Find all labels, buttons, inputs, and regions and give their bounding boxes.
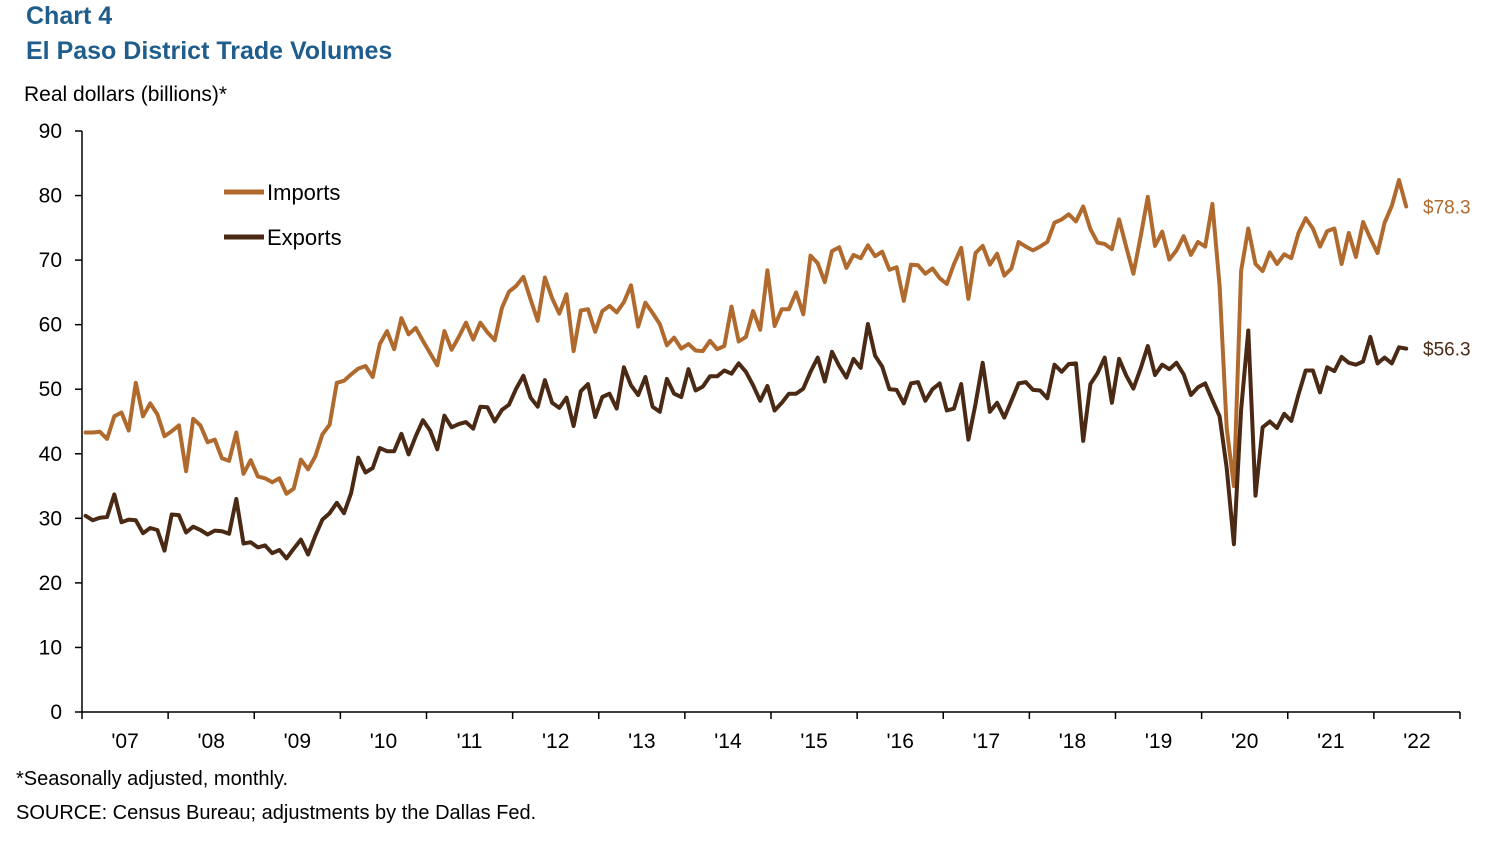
end-value-label-exports: $56.3 (1423, 340, 1471, 361)
chart-number: Chart 4 (26, 2, 113, 30)
x-tick-label: '08 (198, 730, 225, 753)
footnote: *Seasonally adjusted, monthly. (16, 768, 289, 790)
chart-title: El Paso District Trade Volumes (26, 37, 393, 65)
end-labels: $78.3 $56.3 (1423, 198, 1471, 361)
x-axis: '07 '08 '09 '10 '11 '12 '13 '14 '15 '16 '17 '18 '19 '… (81, 711, 1461, 753)
y-axis-unit-label: Real dollars (billions)* (24, 83, 228, 106)
y-tick-label: 0 (50, 701, 62, 724)
y-tick-label: 20 (39, 572, 62, 595)
y-tick-label: 10 (39, 636, 62, 659)
x-tick-label: '17 (973, 730, 1000, 753)
y-axis: 0 10 20 30 40 50 60 70 80 90 (39, 120, 83, 724)
series-line-exports (83, 322, 1409, 561)
end-value-label-imports: $78.3 (1423, 198, 1471, 219)
y-tick-label: 40 (39, 443, 62, 466)
series-layer (83, 178, 1409, 561)
y-tick-label: 30 (39, 507, 62, 530)
x-tick-label: '18 (1059, 730, 1086, 753)
x-tick-label: '13 (628, 730, 655, 753)
x-tick-label: '14 (714, 730, 742, 753)
source-note: SOURCE: Census Bureau; adjustments by th… (16, 802, 537, 824)
x-tick-label: '16 (887, 730, 914, 753)
x-tick-label: '11 (457, 730, 483, 753)
x-tick-label: '07 (111, 730, 138, 753)
x-tick-label: '21 (1317, 730, 1344, 753)
x-tick-label: '19 (1145, 730, 1172, 753)
y-tick-label: 60 (39, 314, 62, 337)
x-tick-label: '10 (370, 730, 397, 753)
legend-label-imports: Imports (267, 180, 340, 205)
legend: Imports Exports (224, 180, 342, 250)
x-tick-label: '22 (1403, 730, 1430, 753)
legend-label-exports: Exports (267, 225, 342, 250)
y-tick-label: 70 (39, 249, 62, 272)
x-tick-label: '09 (284, 730, 311, 753)
x-tick-label: '12 (542, 730, 569, 753)
x-tick-label: '15 (800, 730, 827, 753)
y-tick-label: 80 (39, 185, 62, 208)
y-tick-label: 50 (39, 378, 62, 401)
x-tick-label: '20 (1231, 730, 1258, 753)
series-line-imports (83, 178, 1409, 496)
y-tick-label: 90 (39, 120, 62, 143)
